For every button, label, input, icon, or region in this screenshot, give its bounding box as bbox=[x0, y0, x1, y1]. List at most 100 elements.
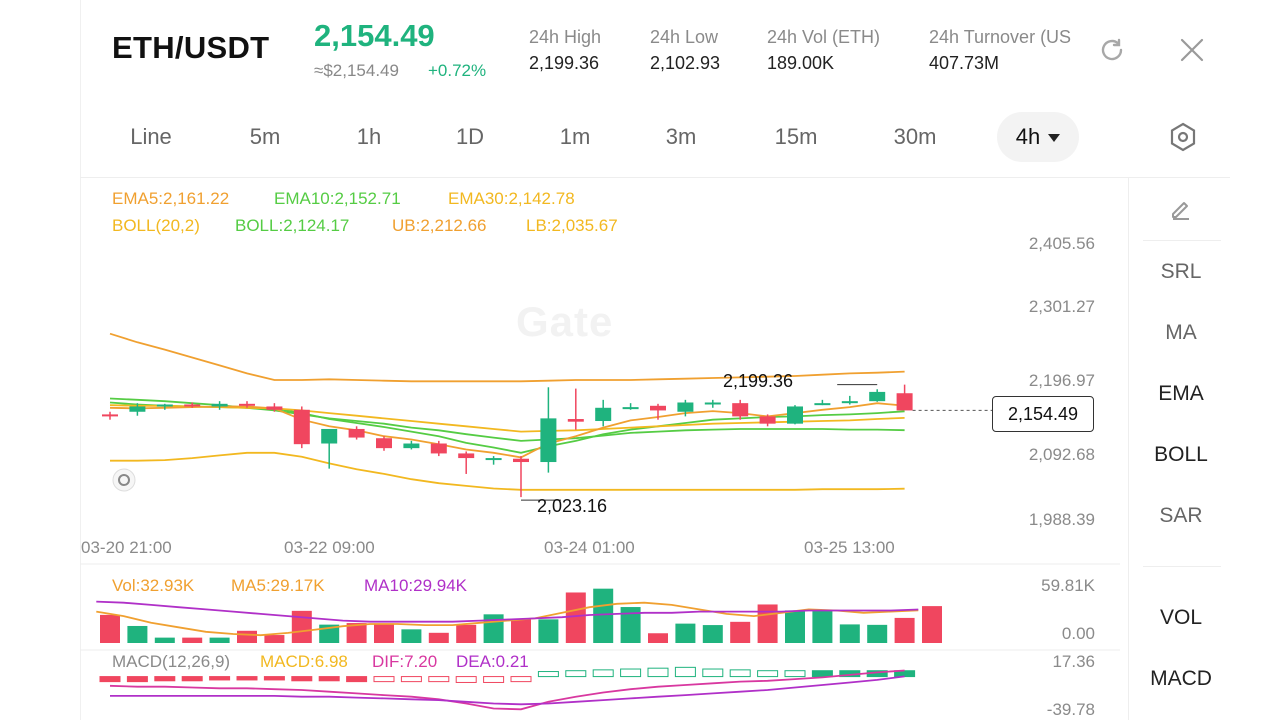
indicator-panel: SRL MA EMA BOLL SAR VOL MACD bbox=[1128, 178, 1233, 720]
volume-bar bbox=[182, 637, 203, 643]
indicator-macd[interactable]: MACD bbox=[1150, 667, 1212, 690]
tab-1d[interactable]: 1D bbox=[455, 124, 485, 149]
price-tick: 1,988.39 bbox=[1028, 510, 1095, 529]
dif-legend: DIF:7.20 bbox=[372, 652, 438, 671]
macd-bar bbox=[209, 676, 231, 681]
date-tick: 03-20 21:00 bbox=[81, 538, 172, 557]
macd-bar bbox=[784, 670, 806, 678]
boll-lb-line bbox=[110, 451, 905, 491]
vol-tick: 0.00 bbox=[1061, 624, 1095, 643]
candle-body bbox=[430, 443, 447, 454]
volume-bar bbox=[593, 588, 614, 643]
indicator-vol[interactable]: VOL bbox=[1159, 606, 1203, 629]
boll-ub-line bbox=[109, 332, 905, 383]
chart-settings-icon[interactable] bbox=[1165, 119, 1201, 155]
price-tick: 2,092.68 bbox=[1028, 445, 1095, 464]
volume-bar bbox=[648, 633, 668, 643]
candle-body bbox=[348, 428, 365, 438]
candle-body bbox=[650, 405, 666, 411]
close-icon[interactable] bbox=[1174, 32, 1210, 68]
date-tick: 03-22 09:00 bbox=[284, 538, 375, 557]
candle-body bbox=[293, 409, 310, 445]
approx-usd-price: ≈$2,154.49 bbox=[314, 61, 399, 80]
macd-bar bbox=[126, 676, 148, 683]
gate-watermark: Gate bbox=[516, 298, 614, 345]
indicator-sar[interactable]: SAR bbox=[1159, 504, 1203, 527]
volume-bar bbox=[565, 592, 586, 643]
ema10-line bbox=[109, 401, 905, 454]
chart-area[interactable] bbox=[80, 178, 1120, 720]
volume-bar bbox=[291, 610, 312, 643]
macd-bar bbox=[455, 676, 477, 683]
candle-body bbox=[266, 406, 283, 410]
indicator-ma[interactable]: MA bbox=[1165, 321, 1197, 344]
boll-mid-line bbox=[109, 397, 905, 442]
candle-body bbox=[156, 404, 173, 407]
candle-body bbox=[732, 403, 749, 417]
volume-bar bbox=[237, 630, 257, 643]
candle-body bbox=[540, 418, 557, 463]
volume-bar bbox=[730, 621, 751, 643]
refresh-icon[interactable] bbox=[1094, 32, 1130, 68]
ema5-legend: EMA5:2,161.22 bbox=[112, 189, 230, 208]
pencil-icon[interactable] bbox=[1165, 193, 1197, 225]
vol-ma5-line bbox=[96, 601, 919, 637]
macd-bar bbox=[647, 667, 669, 678]
macd-bar bbox=[811, 670, 833, 678]
kline-chart[interactable] bbox=[80, 178, 1120, 720]
tab-30m[interactable]: 30m bbox=[893, 124, 937, 149]
vol-ma10-line bbox=[96, 600, 919, 623]
price-tick: 2,196.97 bbox=[1028, 371, 1095, 390]
macd-bar bbox=[291, 676, 313, 682]
macd-bar bbox=[318, 676, 340, 682]
tab-4h[interactable]: 4h bbox=[997, 112, 1079, 162]
candle-body bbox=[841, 401, 858, 404]
boll-params-legend: BOLL(20,2) bbox=[112, 216, 200, 235]
draw-anchor-inner bbox=[118, 474, 130, 486]
tab-3m[interactable]: 3m bbox=[665, 124, 697, 149]
candle-body bbox=[677, 402, 694, 412]
volume-bar bbox=[620, 607, 641, 643]
volume-bar bbox=[209, 637, 230, 643]
candle-body bbox=[704, 402, 721, 405]
candle-body bbox=[129, 406, 146, 412]
candle-body bbox=[239, 403, 255, 406]
macd-bar bbox=[428, 676, 450, 683]
candle-body bbox=[595, 407, 612, 422]
candle-body bbox=[896, 393, 913, 411]
volume-bar bbox=[702, 625, 723, 643]
left-margin bbox=[0, 0, 80, 720]
volume-bar bbox=[538, 619, 559, 643]
pair-title[interactable]: ETH/USDT bbox=[112, 30, 270, 65]
candle-body bbox=[458, 453, 475, 459]
ema30-legend: EMA30:2,142.78 bbox=[448, 189, 575, 208]
macd-bar bbox=[236, 676, 258, 681]
volume-bar bbox=[154, 637, 175, 643]
caret-down-icon bbox=[1048, 134, 1061, 143]
indicator-srl[interactable]: SRL bbox=[1160, 260, 1202, 283]
stat-value: 407.73M bbox=[929, 53, 1000, 73]
stat-value: 2,199.36 bbox=[529, 53, 600, 73]
macd-bar bbox=[729, 669, 751, 678]
candle-body bbox=[814, 403, 831, 406]
tab-15m[interactable]: 15m bbox=[774, 124, 818, 149]
date-tick: 03-25 13:00 bbox=[804, 538, 895, 557]
volume-bar bbox=[511, 619, 531, 643]
macd-bar bbox=[181, 676, 203, 682]
candle-body bbox=[759, 416, 776, 424]
macd-tick: -39.78 bbox=[1046, 700, 1095, 719]
dea-line bbox=[110, 675, 905, 706]
indicator-ema[interactable]: EMA bbox=[1158, 382, 1204, 405]
candle-body bbox=[485, 458, 502, 461]
tab-line[interactable]: Line bbox=[130, 124, 172, 149]
volume-bar bbox=[839, 624, 860, 643]
candle-body bbox=[403, 443, 420, 449]
stat-label: 24h Vol (ETH) bbox=[767, 27, 881, 47]
tab-1h[interactable]: 1h bbox=[356, 124, 382, 149]
macd-bar bbox=[702, 668, 724, 678]
indicator-boll[interactable]: BOLL bbox=[1154, 443, 1208, 466]
candle-body bbox=[376, 438, 392, 449]
tab-1m[interactable]: 1m bbox=[559, 124, 591, 149]
macd-bar bbox=[154, 676, 176, 682]
tab-5m[interactable]: 5m bbox=[249, 124, 281, 149]
